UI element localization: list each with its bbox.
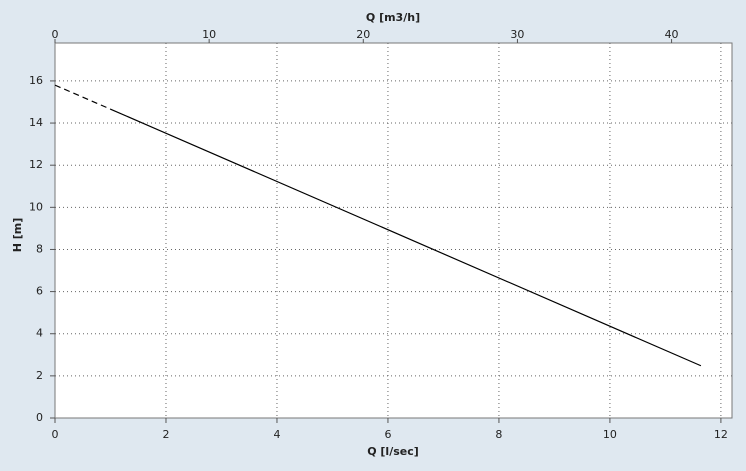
y-tick-label: 4	[36, 327, 43, 340]
x2-tick-label: 40	[665, 28, 679, 41]
x2-tick-label: 20	[356, 28, 370, 41]
x-tick-label: 12	[714, 428, 728, 441]
plot-area	[54, 42, 733, 419]
x2-axis-title: Q [m3/h]	[366, 11, 420, 24]
x-tick-label: 0	[52, 428, 59, 441]
y-tick-label: 16	[29, 74, 43, 87]
y-tick-label: 8	[36, 242, 43, 255]
x-axis-title: Q [l/sec]	[367, 445, 419, 458]
curve	[110, 108, 702, 367]
x-tick-label: 10	[603, 428, 617, 441]
y-tick-label: 10	[29, 200, 43, 213]
y-tick-label: 0	[36, 411, 43, 424]
y-tick-label: 6	[36, 285, 43, 298]
x-tick-label: 6	[384, 428, 391, 441]
x-tick-label: 8	[495, 428, 502, 441]
x-tick-label: 4	[273, 428, 280, 441]
y-tick-label: 2	[36, 369, 43, 382]
y-tick-label: 12	[29, 158, 43, 171]
x2-tick-label: 0	[52, 28, 59, 41]
y-axis-title: H [m]	[11, 218, 24, 253]
curve	[54, 84, 111, 110]
x2-tick-label: 10	[202, 28, 216, 41]
y-tick-label: 14	[29, 116, 43, 129]
x2-tick-label: 30	[510, 28, 524, 41]
x-tick-label: 2	[162, 428, 169, 441]
